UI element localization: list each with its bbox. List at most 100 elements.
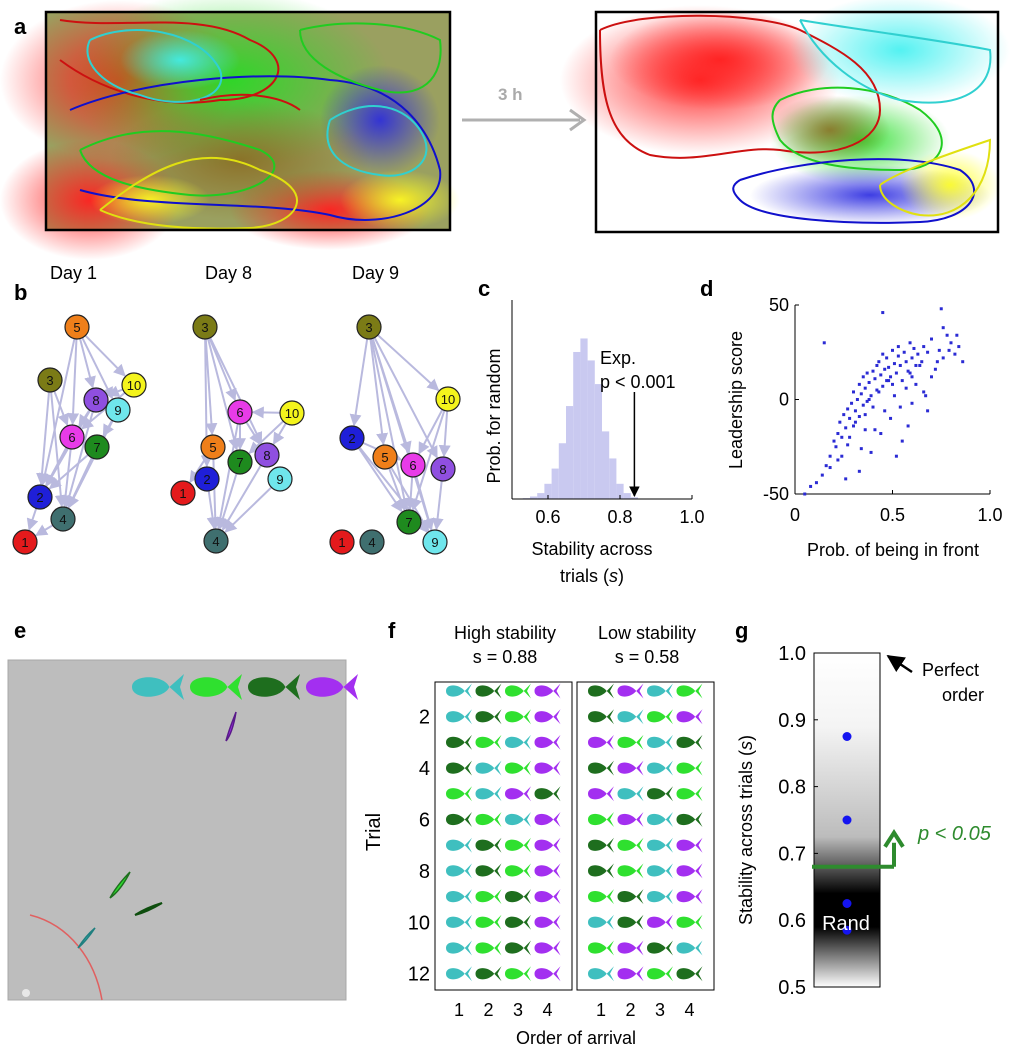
fish-icon — [676, 914, 703, 930]
scatter-point — [939, 307, 943, 311]
fish-node-5 — [200, 434, 226, 460]
fish-icon — [676, 709, 703, 725]
scatter-point — [945, 333, 949, 337]
fish-node-label: 4 — [59, 512, 66, 527]
hist-tick-label: 1.0 — [679, 507, 704, 527]
scatter-point — [918, 363, 922, 367]
fish-icon — [505, 683, 531, 699]
fish-icon — [534, 786, 561, 802]
fish-icon — [475, 966, 502, 982]
scatter-point — [957, 345, 961, 349]
leadership-edge — [418, 409, 444, 455]
leadership-edge — [371, 338, 434, 531]
fish-icon — [534, 760, 561, 776]
scatter-point — [941, 356, 945, 360]
scatter-point — [908, 341, 912, 345]
leadership-edge — [431, 480, 444, 531]
order-tick-label: 3 — [655, 1000, 665, 1020]
leadership-edge — [251, 406, 281, 419]
fish-icon — [505, 940, 531, 956]
scatter-y-tick-label: -50 — [763, 484, 789, 504]
fish-node-8 — [430, 456, 456, 482]
scatter-point — [930, 337, 933, 341]
fish-icon — [617, 940, 644, 956]
fish-icon — [446, 889, 472, 905]
perfect-order-line2: order — [942, 685, 984, 705]
fish-icon — [647, 786, 673, 802]
low-stability-title: Low stability — [598, 623, 696, 643]
hist-tick-label: 0.6 — [535, 507, 560, 527]
stability-tick-label: 0.5 — [778, 977, 806, 999]
scatter-point — [889, 416, 893, 420]
scatter-point — [887, 365, 891, 369]
order-tick-label: 4 — [684, 1000, 694, 1020]
fish-icon — [588, 940, 614, 956]
scatter-point — [873, 377, 877, 381]
scatter-point — [930, 375, 933, 379]
fish-icon — [647, 837, 673, 853]
scatter-point — [910, 375, 914, 379]
scatter-point — [861, 375, 865, 379]
scatter-point — [910, 356, 914, 360]
scatter-point — [906, 424, 910, 428]
scatter-point — [904, 386, 908, 390]
fish-icon — [475, 914, 502, 930]
fish-green-icon — [109, 871, 131, 899]
scatter-point — [846, 407, 850, 411]
fish-node-label: 8 — [92, 393, 99, 408]
scatter-point — [857, 469, 861, 473]
hist-bar — [537, 493, 545, 499]
fish-icon — [505, 812, 531, 827]
fish-node-4 — [359, 529, 385, 555]
fish-icon — [475, 812, 502, 827]
scatter-point — [852, 424, 855, 428]
fish-icon — [588, 683, 614, 699]
fish-node-label: 6 — [68, 430, 75, 445]
leadership-edge — [410, 410, 446, 511]
hist-bar — [544, 483, 552, 499]
leadership-edge — [67, 420, 114, 509]
day-label-1: Day 1 — [50, 263, 97, 283]
fish-node-label: 9 — [276, 472, 283, 487]
scatter-point — [924, 394, 928, 398]
scatter-point — [842, 413, 846, 417]
fish-icon — [617, 734, 644, 750]
stability-tick-label: 0.6 — [778, 910, 806, 932]
fish-node-label: 7 — [93, 440, 100, 455]
scatter-y-tick-label: 0 — [779, 390, 789, 410]
fish-node-10 — [279, 400, 305, 426]
fish-icon — [505, 760, 531, 776]
scatter-x-tick-label: 0.5 — [880, 505, 905, 525]
scatter-point — [840, 454, 844, 458]
scatter-y-tick-label: 50 — [769, 295, 789, 315]
fish-node-label: 5 — [73, 320, 80, 335]
hist-bar — [558, 443, 566, 499]
scatter-point — [877, 390, 881, 394]
hist-bar — [602, 431, 610, 499]
time-arrow-label: 3 h — [498, 85, 523, 104]
scatter-point — [828, 466, 832, 470]
fish-icon — [617, 709, 644, 725]
fish-node-3 — [356, 314, 382, 340]
fish-icon — [617, 837, 644, 853]
order-tick-label: 1 — [454, 1000, 464, 1020]
hist-bar — [573, 351, 581, 499]
leadership-edge — [224, 486, 273, 533]
hist-bar — [551, 468, 559, 499]
fish-icon — [505, 914, 531, 930]
leadership-edge — [388, 467, 407, 511]
scatter-point — [891, 382, 894, 386]
scatter-x-tick-label: 1.0 — [977, 505, 1002, 525]
scatter-xlabel: Prob. of being in front — [807, 540, 979, 560]
scatter-point — [836, 432, 840, 436]
fish-icon — [617, 683, 644, 699]
scatter-point — [955, 333, 959, 337]
fish-icon — [647, 734, 673, 750]
fish-node-6 — [400, 452, 426, 478]
scatter-point — [859, 447, 863, 451]
fish-node-2 — [194, 466, 220, 492]
fish-darkgreen-icon — [134, 902, 163, 916]
